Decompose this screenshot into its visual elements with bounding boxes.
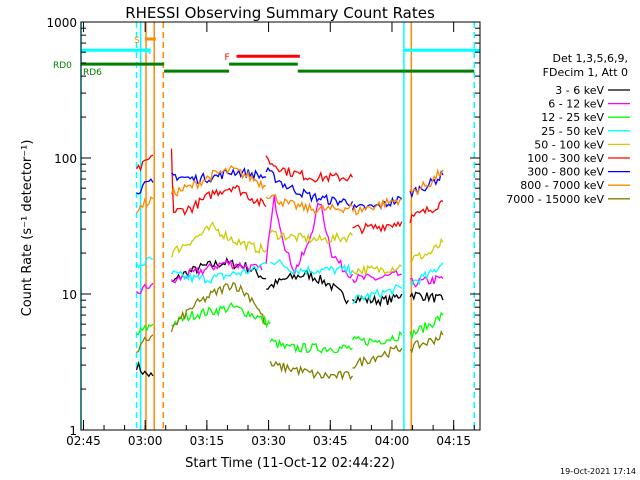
series-12-25-kev-segment-1 — [171, 301, 271, 329]
bar-label-s: S — [134, 36, 140, 46]
series-800-7000-kev-segment-3 — [351, 196, 403, 216]
series-800-7000-kev-segment-4 — [409, 168, 444, 196]
observing-bars: SN F RD0 RD6 — [53, 36, 480, 78]
x-tick-label-4: 03:45 — [313, 434, 348, 448]
legend-label-25-50-kev: 25 - 50 keV — [541, 125, 604, 138]
legend-label-7000-15000-kev: 7000 - 15000 keV — [506, 193, 604, 206]
y-tick-label-3: 1000 — [46, 16, 77, 30]
series-25-50-kev-segment-1 — [170, 262, 267, 285]
series-25-50-kev-segment-0 — [135, 256, 154, 269]
series-12-25-kev-segment-2 — [269, 338, 353, 354]
series-6-12-kev-segment-3 — [351, 269, 402, 284]
legend-header-line-0: Det 1,3,5,6,9, — [552, 52, 628, 65]
series-7000-15000-kev-segment-4 — [409, 330, 444, 354]
series-100-300-kev-segment-2 — [265, 155, 354, 184]
series-800-7000-kev-segment-0 — [135, 195, 154, 214]
x-tick-label-5: 04:00 — [375, 434, 410, 448]
series-50-100-kev-segment-1 — [269, 229, 353, 245]
series-50-100-kev-segment-2 — [352, 264, 403, 276]
bar-label-n: N — [145, 47, 152, 57]
series-6-12-kev-segment-2 — [265, 195, 354, 279]
series-100-300-kev-segment-4 — [409, 200, 444, 224]
legend-label-100-300-kev: 100 - 300 keV — [527, 152, 604, 165]
legend: Det 1,3,5,6,9,FDecim 1, Att 0 3 - 6 keV6 … — [506, 52, 630, 206]
legend-label-3-6-kev: 3 - 6 keV — [555, 84, 604, 97]
series-300-800-kev-segment-1 — [171, 167, 267, 184]
bar-label-rd0: RD0 — [53, 61, 72, 71]
series-6-12-kev-segment-1 — [170, 259, 263, 284]
x-axis-label: Start Time (11-Oct-12 02:44:22) — [185, 456, 395, 471]
series-12-25-kev-segment-0 — [136, 323, 154, 336]
series-100-300-kev-segment-3 — [352, 220, 403, 235]
series-100-300-kev-segment-0 — [135, 154, 154, 173]
legend-label-12-25-kev: 12 - 25 keV — [541, 111, 604, 124]
series-7000-15000-kev-segment-2 — [269, 360, 354, 381]
series-12-25-kev-segment-3 — [351, 330, 403, 347]
series-25-50-kev-segment-2 — [270, 258, 354, 277]
series-50-100-kev-segment-0 — [170, 221, 267, 258]
series-7000-15000-kev-segment-3 — [352, 344, 403, 369]
x-tick-label-2: 03:15 — [190, 434, 225, 448]
bar-label-rd6: RD6 — [83, 68, 102, 78]
chart-title: RHESSI Observing Summary Count Rates — [125, 4, 435, 22]
series-3-6-kev-segment-4 — [409, 291, 444, 303]
series-lines — [135, 148, 444, 381]
x-tick-label-3: 03:30 — [251, 434, 286, 448]
x-tick-label-1: 03:00 — [128, 434, 163, 448]
series-7000-15000-kev-segment-0 — [136, 334, 154, 353]
series-25-50-kev-segment-3 — [351, 284, 403, 305]
y-tick-label-0: 1 — [69, 424, 77, 438]
y-axis-ticks: 1 10 100 1000 — [46, 16, 480, 438]
series-800-7000-kev-segment-1 — [170, 164, 267, 197]
series-12-25-kev-segment-4 — [409, 311, 444, 339]
x-tick-label-6: 04:15 — [436, 434, 471, 448]
y-axis-label: Count Rate (s⁻¹ detector⁻¹) — [20, 140, 35, 317]
series-7000-15000-kev-segment-1 — [170, 281, 267, 333]
bar-label-f: F — [224, 53, 229, 63]
series-3-6-kev-segment-3 — [352, 292, 403, 308]
series-300-800-kev-segment-0 — [136, 178, 154, 195]
plot-frame — [80, 21, 481, 431]
legend-label-50-100-kev: 50 - 100 keV — [534, 138, 604, 151]
x-axis-ticks: 02:45 03:00 03:15 03:30 03:45 04:00 04:15 — [66, 22, 475, 448]
legend-label-6-12-kev: 6 - 12 keV — [548, 98, 604, 111]
legend-header-line-1: FDecim 1, Att 0 — [543, 66, 628, 79]
series-3-6-kev-segment-0 — [135, 360, 154, 378]
series-6-12-kev-segment-0 — [136, 282, 154, 295]
series-800-7000-kev-segment-2 — [265, 194, 354, 215]
series-25-50-kev-segment-4 — [409, 262, 444, 287]
legend-label-300-800-kev: 300 - 800 keV — [527, 166, 604, 179]
series-300-800-kev-segment-4 — [409, 170, 444, 199]
generated-timestamp: 19-Oct-2021 17:14 — [560, 467, 636, 476]
y-tick-label-1: 10 — [62, 288, 77, 302]
series-300-800-kev-segment-2 — [265, 166, 354, 207]
x-tick-label-0: 02:45 — [66, 434, 101, 448]
series-100-300-kev-segment-1 — [170, 148, 267, 216]
y-tick-label-2: 100 — [54, 152, 77, 166]
series-50-100-kev-segment-3 — [409, 237, 444, 263]
legend-label-800-7000-kev: 800 - 7000 keV — [520, 179, 604, 192]
